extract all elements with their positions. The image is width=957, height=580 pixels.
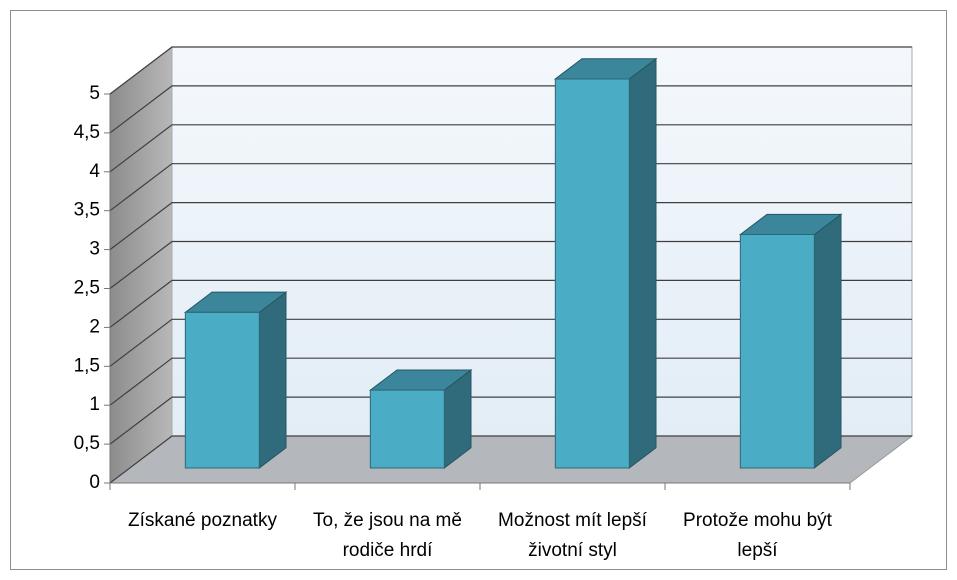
bar-side xyxy=(813,213,842,469)
grid-line xyxy=(109,435,912,484)
y-tick-label: 0,5 xyxy=(74,433,100,454)
y-tick-label: 4 xyxy=(89,161,100,182)
bar-side xyxy=(628,57,657,469)
grid-line xyxy=(109,240,912,289)
grid-line xyxy=(109,357,912,406)
bar xyxy=(184,311,260,469)
bar xyxy=(554,78,630,469)
grid-line xyxy=(109,202,912,251)
y-tick-label: 3,5 xyxy=(74,200,100,221)
x-tick-label: Protože mohu být lepší xyxy=(683,510,832,561)
y-tick-label: 3 xyxy=(89,239,100,260)
chart-border xyxy=(10,10,947,570)
y-tick-label: 0 xyxy=(89,472,100,493)
grid-line xyxy=(109,46,912,95)
bar-side xyxy=(258,291,287,469)
grid-line xyxy=(109,318,912,367)
y-tick-label: 2,5 xyxy=(74,278,100,299)
y-tick-label: 1,5 xyxy=(74,355,100,376)
bar xyxy=(739,234,815,469)
x-tick-label: Možnost mít lepší životní styl xyxy=(498,510,647,561)
grid-line xyxy=(109,85,912,134)
grid-line xyxy=(109,279,912,328)
y-tick-label: 1 xyxy=(89,394,100,415)
x-tick-label: To, že jsou na mě rodiče hrdí xyxy=(313,510,462,561)
y-tick-label: 5 xyxy=(89,83,100,104)
grid-line xyxy=(109,396,912,445)
grid-line xyxy=(109,124,912,173)
grid-line xyxy=(109,163,912,212)
bar xyxy=(369,389,445,469)
y-tick-label: 4,5 xyxy=(74,122,100,143)
y-tick-label: 2 xyxy=(89,316,100,337)
x-tick-label: Získané poznatky xyxy=(128,510,277,531)
